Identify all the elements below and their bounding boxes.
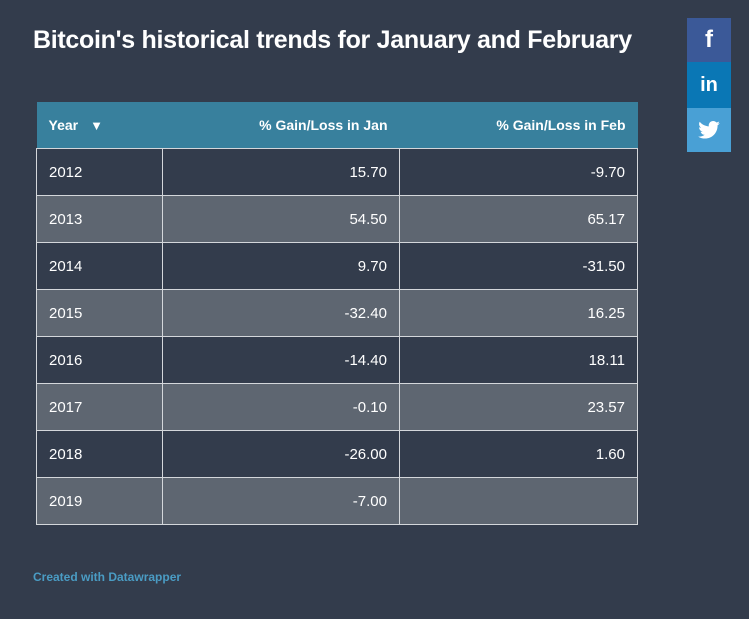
linkedin-icon: in	[700, 74, 718, 96]
column-header-jan[interactable]: % Gain/Loss in Jan	[162, 102, 400, 149]
twitter-icon	[698, 121, 720, 139]
column-header-feb[interactable]: % Gain/Loss in Feb	[399, 102, 638, 149]
column-header-label: % Gain/Loss in Feb	[496, 117, 626, 133]
data-table: Year ▼ % Gain/Loss in Jan % Gain/Loss in …	[36, 102, 638, 525]
cell-year: 2016	[36, 336, 163, 384]
cell-year: 2019	[36, 477, 163, 525]
table-header-row: Year ▼ % Gain/Loss in Jan % Gain/Loss in …	[36, 102, 638, 149]
column-header-label: % Gain/Loss in Jan	[259, 117, 388, 133]
cell-jan-value: -26.00	[162, 430, 400, 478]
cell-year: 2013	[36, 195, 163, 243]
cell-feb-value: 23.57	[399, 383, 638, 431]
table-row: 2012 15.70 -9.70	[36, 148, 638, 196]
cell-year: 2012	[36, 148, 163, 196]
table-row: 2015 -32.40 16.25	[36, 289, 638, 337]
column-header-year[interactable]: Year ▼	[36, 102, 163, 149]
table-row: 2014 9.70 -31.50	[36, 242, 638, 290]
cell-jan-value: 54.50	[162, 195, 400, 243]
twitter-share-button[interactable]	[687, 108, 731, 152]
table-row: 2018 -26.00 1.60	[36, 430, 638, 478]
cell-feb-value: 18.11	[399, 336, 638, 384]
cell-feb-value: -31.50	[399, 242, 638, 290]
cell-year: 2015	[36, 289, 163, 337]
cell-feb-value: 1.60	[399, 430, 638, 478]
chart-title: Bitcoin's historical trends for January …	[33, 26, 632, 54]
cell-feb-value	[399, 477, 638, 525]
cell-year: 2017	[36, 383, 163, 431]
cell-year: 2014	[36, 242, 163, 290]
table-body: 2012 15.70 -9.70 2013 54.50 65.17 2014 9.70 -31.…	[36, 148, 638, 525]
column-header-label: Year	[48, 117, 79, 133]
cell-jan-value: -32.40	[162, 289, 400, 337]
cell-feb-value: -9.70	[399, 148, 638, 196]
cell-jan-value: -7.00	[162, 477, 400, 525]
datawrapper-credit-link[interactable]: Created with Datawrapper	[33, 570, 182, 584]
cell-year: 2018	[36, 430, 163, 478]
share-buttons: f in	[687, 18, 731, 152]
sort-descending-icon: ▼	[90, 118, 103, 133]
table-row: 2017 -0.10 23.57	[36, 383, 638, 431]
cell-jan-value: -0.10	[162, 383, 400, 431]
table-row: 2016 -14.40 18.11	[36, 336, 638, 384]
cell-feb-value: 65.17	[399, 195, 638, 243]
table-row: 2013 54.50 65.17	[36, 195, 638, 243]
table-row: 2019 -7.00	[36, 477, 638, 525]
facebook-icon: f	[705, 26, 713, 53]
facebook-share-button[interactable]: f	[687, 18, 731, 62]
cell-jan-value: 15.70	[162, 148, 400, 196]
cell-jan-value: 9.70	[162, 242, 400, 290]
linkedin-share-button[interactable]: in	[687, 62, 731, 108]
cell-jan-value: -14.40	[162, 336, 400, 384]
cell-feb-value: 16.25	[399, 289, 638, 337]
